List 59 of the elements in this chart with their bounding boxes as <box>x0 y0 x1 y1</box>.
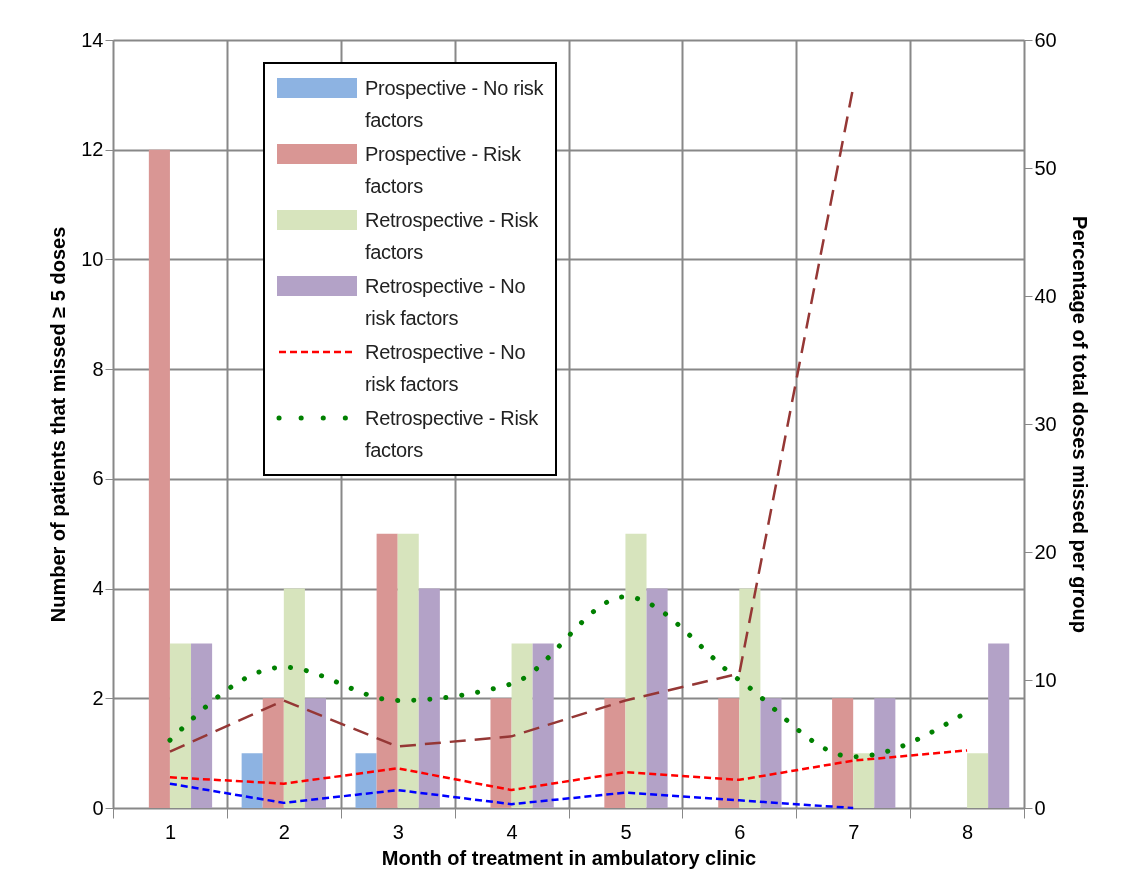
bar <box>283 588 305 808</box>
y2-axis-title: Percentage of total doses missed per group <box>1068 216 1091 633</box>
line-series <box>168 782 855 810</box>
bar <box>490 698 512 808</box>
y2-tick-label: 10 <box>1034 668 1057 691</box>
bar <box>625 533 647 808</box>
y-tick-label: 6 <box>92 467 104 490</box>
legend-label: Prospective - Risk factors <box>365 142 522 199</box>
y2-tick-label: 60 <box>1034 28 1057 51</box>
x-tick-label: 1 <box>164 820 176 843</box>
bar <box>148 149 170 808</box>
bar <box>376 533 398 808</box>
legend-label: Retrospective - Risk factors <box>365 208 539 265</box>
y-tick-label: 12 <box>81 138 104 161</box>
bar <box>418 588 440 808</box>
x-tick-label: 3 <box>392 820 404 843</box>
legend-label: Prospective - No risk factors <box>365 76 545 133</box>
bar <box>739 588 761 808</box>
bar <box>988 643 1010 808</box>
x-tick-label: 5 <box>620 820 632 843</box>
bar <box>262 698 284 808</box>
x-tick-label: 2 <box>278 820 290 843</box>
y-tick-label: 4 <box>92 577 104 600</box>
bar <box>169 643 192 808</box>
bar <box>355 753 377 808</box>
bar <box>718 698 740 808</box>
bar <box>967 753 989 808</box>
x-axis-title: Month of treatment in ambulatory clinic <box>381 846 757 869</box>
bar <box>532 643 554 808</box>
y-tick-label: 8 <box>92 357 104 380</box>
bar <box>241 753 263 808</box>
y-tick-label: 10 <box>81 247 104 270</box>
legend-label: Retrospective - No risk factors <box>365 274 527 331</box>
bar <box>304 698 326 808</box>
bar <box>832 698 854 808</box>
legend-label: Retrospective - No risk factors <box>365 340 527 397</box>
y-tick-label: 14 <box>81 28 104 51</box>
bar <box>853 753 875 808</box>
bar <box>397 533 419 808</box>
bar <box>760 698 782 808</box>
bar <box>511 643 533 808</box>
y2-tick-label: 0 <box>1034 796 1046 819</box>
x-tick-label: 4 <box>506 820 518 843</box>
y2-tick-label: 30 <box>1034 412 1057 435</box>
x-tick-label: 8 <box>962 820 974 843</box>
y-axis-title: Number of patients that missed ≥ 5 doses <box>47 226 70 623</box>
bar <box>874 698 896 808</box>
line-series <box>168 749 969 792</box>
bar <box>604 698 626 808</box>
legend-label: Retrospective - Risk factors <box>365 406 539 463</box>
x-tick-label: 7 <box>848 820 860 843</box>
bar <box>646 588 668 808</box>
bar <box>191 643 213 808</box>
y2-tick-label: 40 <box>1034 284 1057 307</box>
y-tick-label: 0 <box>92 796 104 819</box>
y-tick-label: 2 <box>92 686 104 709</box>
x-tick-label: 6 <box>734 820 746 843</box>
y2-tick-label: 20 <box>1034 540 1057 563</box>
y2-tick-label: 50 <box>1034 156 1057 179</box>
